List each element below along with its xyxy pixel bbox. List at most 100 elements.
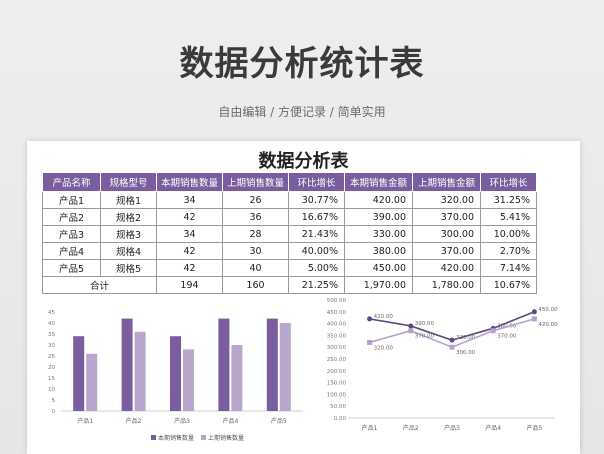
cell-current-amount[interactable]: 450.00 [344, 259, 413, 277]
cell-previous-amount[interactable]: 300.00 [412, 225, 481, 243]
cell-amount-growth[interactable]: 2.70% [480, 242, 537, 260]
cell-product-name[interactable]: 产品1 [42, 191, 101, 209]
table-row: 产品2 规格2 42 36 16.67% 390.00 370.00 5.41% [42, 208, 537, 226]
header-previous-amount[interactable]: 上期销售金额 [412, 172, 481, 192]
cell-current-qty[interactable]: 34 [156, 191, 223, 209]
sheet-title: 数据分析表 [258, 151, 349, 172]
header-amount-growth[interactable]: 环比增长 [480, 172, 537, 192]
bar-current-5 [266, 318, 278, 411]
cell-product-name[interactable]: 产品3 [42, 225, 101, 243]
cell-model[interactable]: 规格1 [100, 191, 157, 209]
bar-previous-5 [279, 323, 291, 411]
bar-previous-3 [183, 349, 194, 411]
total-amount-growth[interactable]: 10.67% [480, 276, 537, 294]
cell-model[interactable]: 规格5 [100, 259, 157, 277]
data-label: 370.00 [415, 334, 435, 340]
legend-label: 上期销售数量 [208, 434, 244, 442]
y-tick-label: 45 [48, 310, 55, 316]
y-tick-label: 450.00 [327, 310, 347, 316]
line-chart: 0.00 50.00 100.00 150.00 200.00 250.00 300.00 3… [327, 298, 558, 432]
cell-product-name[interactable]: 产品4 [42, 242, 101, 260]
line-point [531, 309, 537, 315]
header-previous-qty[interactable]: 上期销售数量 [222, 172, 289, 192]
line-point [490, 328, 496, 334]
y-tick-label: 5 [52, 398, 56, 404]
cell-current-amount[interactable]: 390.00 [344, 208, 413, 226]
cell-model[interactable]: 规格3 [100, 225, 157, 243]
bar-current-1 [73, 336, 85, 411]
cell-current-amount[interactable]: 380.00 [344, 242, 413, 260]
cell-current-qty[interactable]: 34 [156, 225, 223, 243]
y-tick-label: 50.00 [330, 404, 346, 410]
legend-swatch [151, 435, 156, 440]
cell-qty-growth[interactable]: 21.43% [288, 225, 345, 243]
legend-swatch [201, 435, 206, 440]
x-tick-label: 产品2 [126, 417, 142, 425]
x-tick-label: 产品3 [174, 417, 190, 425]
cell-model[interactable]: 规格2 [100, 208, 157, 226]
x-tick-label: 产品4 [485, 424, 501, 432]
total-previous-amount[interactable]: 1,780.00 [412, 276, 481, 294]
cell-previous-qty[interactable]: 26 [222, 191, 289, 209]
cell-qty-growth[interactable]: 40.00% [288, 242, 345, 260]
cell-qty-growth[interactable]: 5.00% [288, 259, 345, 277]
y-tick-label: 25 [48, 354, 55, 360]
cell-qty-growth[interactable]: 16.67% [288, 208, 345, 226]
table-row: 产品3 规格3 34 28 21.43% 330.00 300.00 10.00% [42, 225, 537, 243]
cell-previous-qty[interactable]: 28 [222, 225, 289, 243]
cell-previous-amount[interactable]: 370.00 [412, 208, 481, 226]
data-table: 产品名称 规格型号 本期销售数量 上期销售数量 环比增长 本期销售金额 上期销售… [42, 172, 537, 294]
total-current-amount[interactable]: 1,970.00 [344, 276, 413, 294]
cell-previous-qty[interactable]: 30 [222, 242, 289, 260]
cell-previous-amount[interactable]: 420.00 [412, 259, 481, 277]
y-tick-label: 300.00 [327, 345, 347, 351]
data-label: 390.00 [415, 321, 435, 327]
header-model[interactable]: 规格型号 [100, 172, 157, 192]
cell-current-qty[interactable]: 42 [156, 242, 223, 260]
line-point [531, 316, 537, 322]
bar-current-4 [218, 318, 230, 411]
x-tick-label: 产品1 [77, 417, 93, 425]
x-tick-label: 产品5 [526, 424, 542, 432]
cell-product-name[interactable]: 产品2 [42, 208, 101, 226]
data-label: 330.00 [456, 335, 476, 341]
total-current-qty[interactable]: 194 [156, 276, 223, 294]
cell-previous-qty[interactable]: 36 [222, 208, 289, 226]
cell-current-amount[interactable]: 330.00 [344, 225, 413, 243]
data-label: 370.00 [497, 334, 517, 340]
cell-model[interactable]: 规格4 [100, 242, 157, 260]
x-tick-label: 产品3 [444, 424, 460, 432]
cell-product-name[interactable]: 产品5 [42, 259, 101, 277]
cell-previous-amount[interactable]: 320.00 [412, 191, 481, 209]
bar-current-3 [170, 336, 181, 411]
cell-previous-qty[interactable]: 40 [222, 259, 289, 277]
cell-amount-growth[interactable]: 7.14% [480, 259, 537, 277]
cell-amount-growth[interactable]: 31.25% [480, 191, 537, 209]
table-row: 产品5 规格5 42 40 5.00% 450.00 420.00 7.14% [42, 259, 537, 277]
header-current-amount[interactable]: 本期销售金额 [344, 172, 413, 192]
bar-current-2 [121, 318, 133, 411]
total-previous-qty[interactable]: 160 [222, 276, 289, 294]
header-product-name[interactable]: 产品名称 [42, 172, 101, 192]
cell-qty-growth[interactable]: 30.77% [288, 191, 345, 209]
legend-label: 本期销售数量 [158, 434, 194, 442]
header-current-qty[interactable]: 本期销售数量 [156, 172, 223, 192]
line-point [449, 337, 455, 343]
table-row: 产品1 规格1 34 26 30.77% 420.00 320.00 31.25% [42, 191, 537, 209]
y-tick-label: 350.00 [327, 333, 347, 339]
cell-previous-amount[interactable]: 370.00 [412, 242, 481, 260]
total-qty-growth[interactable]: 21.25% [288, 276, 345, 294]
header-qty-growth[interactable]: 环比增长 [288, 172, 345, 192]
line-point [408, 323, 414, 329]
y-tick-label: 10 [48, 387, 55, 393]
cell-current-qty[interactable]: 42 [156, 259, 223, 277]
cell-current-amount[interactable]: 420.00 [344, 191, 413, 209]
y-tick-label: 0 [52, 409, 56, 415]
cell-current-qty[interactable]: 42 [156, 208, 223, 226]
data-label: 420.00 [374, 314, 394, 320]
cell-amount-growth[interactable]: 5.41% [480, 208, 537, 226]
bar-previous-1 [86, 353, 98, 411]
total-label[interactable]: 合计 [42, 276, 157, 294]
cell-amount-growth[interactable]: 10.00% [480, 225, 537, 243]
y-tick-label: 200.00 [327, 369, 347, 375]
